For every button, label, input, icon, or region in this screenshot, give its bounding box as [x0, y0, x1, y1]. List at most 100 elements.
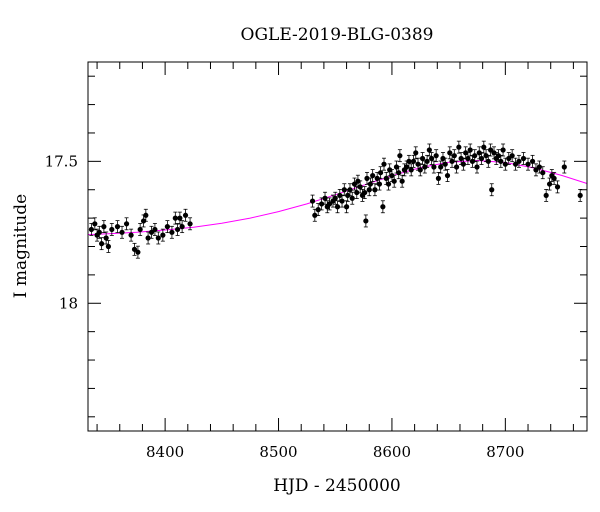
data-point — [456, 140, 462, 154]
data-point — [364, 171, 370, 185]
data-point-marker — [483, 153, 489, 159]
data-point — [155, 231, 161, 245]
data-point-marker — [413, 150, 419, 156]
data-point — [94, 228, 100, 242]
data-point — [543, 189, 549, 202]
data-point — [376, 177, 383, 191]
data-point — [114, 220, 121, 234]
data-point-marker — [520, 155, 527, 162]
data-point-marker — [440, 155, 446, 162]
data-point-marker — [478, 155, 485, 162]
data-point-marker — [393, 164, 400, 170]
data-point — [474, 160, 480, 174]
data-point-marker — [410, 158, 417, 164]
data-point-marker — [419, 155, 426, 162]
data-point — [92, 217, 98, 231]
data-point-marker — [472, 153, 478, 159]
data-point — [478, 152, 485, 165]
data-point-marker — [422, 164, 428, 170]
data-point-marker — [453, 164, 460, 170]
data-point — [481, 140, 487, 154]
data-point-marker — [96, 229, 102, 235]
data-point-marker — [495, 153, 502, 159]
data-point-marker — [474, 164, 480, 170]
data-point-marker — [109, 226, 115, 233]
data-point — [396, 166, 402, 180]
data-point-marker — [99, 241, 105, 247]
data-point-marker — [546, 181, 553, 187]
data-point-marker — [554, 184, 561, 190]
data-point — [429, 152, 435, 165]
data-point — [332, 191, 338, 205]
chart-title: OGLE-2019-BLG-0389 — [241, 25, 434, 45]
data-point — [516, 154, 522, 168]
data-point — [546, 177, 553, 191]
data-point — [160, 228, 166, 242]
data-point-marker — [370, 172, 376, 179]
data-point — [339, 194, 345, 208]
data-point-marker — [376, 181, 383, 187]
data-point — [408, 163, 414, 177]
data-point — [525, 157, 531, 171]
data-point — [109, 223, 115, 236]
data-point-marker — [381, 161, 387, 167]
data-point-marker — [337, 192, 343, 199]
data-point — [442, 157, 448, 171]
data-point — [372, 183, 378, 197]
data-point-marker — [334, 204, 341, 210]
x-tick-label: 8400 — [146, 443, 184, 461]
data-point-marker — [516, 158, 522, 164]
data-points-layer — [88, 140, 583, 259]
data-point — [363, 214, 369, 228]
data-point-marker — [525, 161, 531, 167]
data-point — [152, 223, 158, 236]
data-point — [424, 154, 430, 168]
data-point — [131, 242, 138, 256]
data-point — [343, 200, 350, 214]
y-axis: 17.5 18 — [45, 75, 587, 418]
data-point-marker — [143, 212, 149, 218]
data-point — [101, 220, 107, 234]
data-point — [399, 174, 405, 188]
data-point-marker — [339, 198, 345, 204]
data-point — [349, 191, 355, 205]
data-point-marker — [174, 226, 181, 233]
y-tick-label: 17.5 — [45, 152, 78, 170]
data-point-marker — [444, 172, 451, 179]
data-point-marker — [447, 150, 453, 156]
data-point — [410, 154, 417, 168]
data-point-marker — [449, 158, 455, 164]
data-point — [99, 237, 105, 251]
data-point-marker — [498, 158, 504, 164]
x-tick-label: 8700 — [486, 443, 524, 461]
data-point-marker — [406, 158, 412, 164]
data-point-marker — [429, 155, 435, 162]
data-point — [309, 194, 316, 208]
data-point-marker — [465, 155, 471, 162]
data-point — [169, 225, 175, 239]
data-point — [164, 220, 170, 234]
data-point — [187, 217, 193, 231]
data-point — [520, 152, 527, 165]
y-axis-label: I magnitude — [11, 194, 31, 298]
data-point — [489, 183, 495, 197]
data-point — [119, 225, 125, 239]
data-point-marker — [362, 189, 368, 196]
data-point — [435, 171, 442, 185]
data-point-marker — [103, 235, 109, 241]
data-point-marker — [182, 212, 189, 218]
data-point — [347, 183, 353, 197]
data-point-marker — [387, 167, 393, 173]
data-point — [495, 149, 502, 163]
data-point-marker — [326, 201, 333, 207]
data-point — [451, 149, 457, 163]
data-point-marker — [123, 221, 130, 227]
data-point — [182, 208, 189, 222]
data-point-marker — [385, 181, 392, 187]
data-point — [88, 223, 95, 236]
data-point — [377, 166, 384, 180]
data-point — [491, 146, 497, 160]
data-point-marker — [408, 167, 414, 173]
data-point — [472, 149, 478, 163]
data-point — [551, 171, 557, 185]
